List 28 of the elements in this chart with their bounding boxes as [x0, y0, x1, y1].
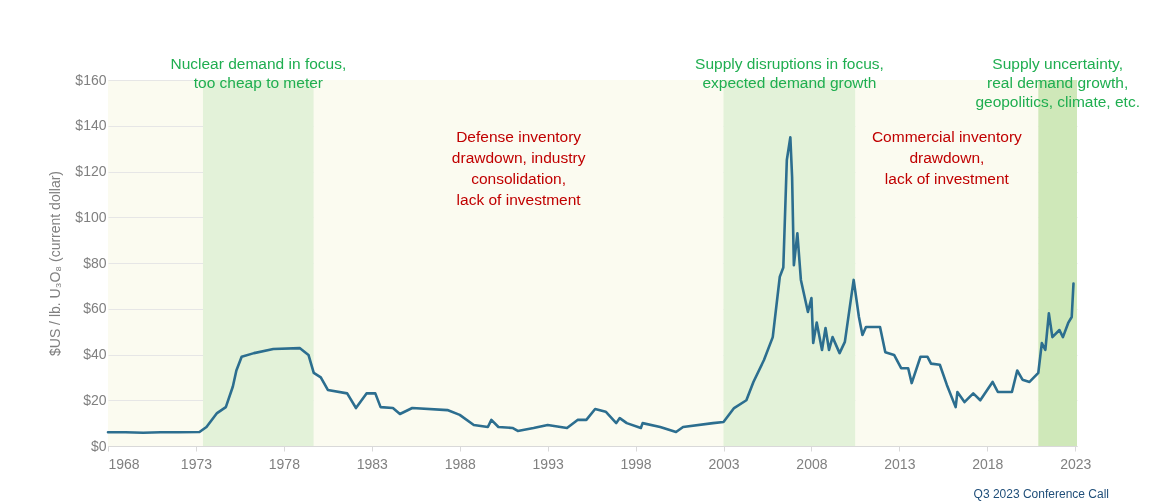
- x-tick-label: 2003: [708, 455, 740, 472]
- y-axis-title: $US / lb. U₃O₈ (current dollar): [47, 170, 64, 357]
- x-tick-label: 1988: [444, 455, 476, 472]
- x-tick-label: 2013: [884, 455, 916, 472]
- x-tick-label: 2008: [796, 455, 828, 472]
- band-label: Nuclear demand in focus, too cheap to meter: [170, 55, 347, 91]
- y-tick-label: $20: [83, 391, 107, 408]
- band-label: Commercial inventory drawdown, lack of investment: [871, 128, 1023, 187]
- text: Q3 2023 Conference Call: [973, 487, 1109, 501]
- y-tick-label: $0: [90, 437, 107, 454]
- x-tick-label: 1998: [620, 455, 652, 472]
- x-tick-label: 1968: [108, 455, 140, 472]
- x-tick-label: 2018: [972, 455, 1004, 472]
- band-label: Supply uncertainty, real demand growth, geopolitics, climate, etc.: [975, 55, 1140, 110]
- band-label: Supply disruptions in focus, expected demand growth: [695, 55, 884, 91]
- y-tick-label: $80: [83, 254, 107, 271]
- x-tick-label: 1993: [532, 455, 564, 472]
- y-tick-label: $60: [83, 300, 107, 317]
- x-tick-label: 1973: [180, 455, 213, 472]
- y-tick-label: $140: [75, 117, 107, 134]
- x-tick-label: 2023: [1060, 455, 1092, 472]
- x-tick-label: 1983: [356, 455, 389, 472]
- band-label: Defense inventory drawdown, industry consolidation, lack of investment: [451, 128, 586, 208]
- y-tick-label: $100: [75, 208, 107, 225]
- y-tick-label: $40: [83, 346, 107, 362]
- y-tick-label: $120: [75, 163, 107, 179]
- y-tick-label: $160: [75, 71, 107, 88]
- x-tick-label: 1978: [268, 455, 301, 472]
